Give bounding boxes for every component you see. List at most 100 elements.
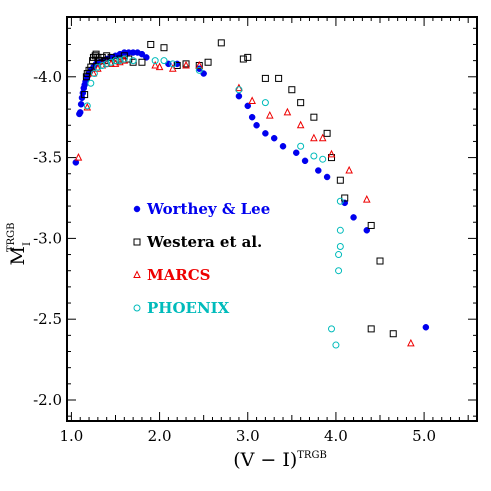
data-point (103, 60, 111, 68)
legend-item: Worthey & Lee (133, 200, 270, 218)
data-point (350, 214, 357, 221)
data-point (323, 129, 331, 137)
series-1 (81, 39, 397, 338)
data-point (94, 63, 102, 71)
y-tick-label: -2.0 (33, 391, 62, 409)
data-point (292, 149, 300, 156)
data-point (169, 60, 177, 68)
data-point (253, 122, 260, 129)
data-point (235, 86, 243, 94)
data-point (345, 165, 353, 174)
data-point (336, 197, 344, 205)
data-point (327, 149, 336, 158)
data-point (275, 74, 283, 82)
data-point (323, 173, 331, 181)
data-point (98, 61, 106, 69)
data-point (328, 325, 336, 333)
data-point (248, 96, 256, 105)
data-point (283, 107, 292, 116)
chart-marks (72, 39, 430, 349)
data-point (147, 40, 155, 48)
y-tick-label: -2.5 (33, 310, 62, 328)
data-point (310, 113, 318, 121)
data-point (129, 57, 137, 65)
data-point (262, 130, 269, 137)
data-point (336, 176, 344, 184)
data-point (160, 44, 168, 52)
data-point (332, 341, 340, 349)
data-point (217, 39, 225, 47)
data-point (116, 57, 124, 65)
y-tick-label: -3.5 (33, 149, 62, 167)
data-point (107, 58, 115, 66)
data-point (151, 57, 159, 65)
data-point (120, 55, 128, 63)
y-tick-label: -4.0 (33, 68, 62, 86)
data-point (310, 133, 318, 142)
data-point (168, 64, 177, 72)
data-point (319, 155, 327, 163)
data-point (301, 157, 309, 165)
data-point (297, 99, 305, 107)
data-point (239, 55, 247, 63)
data-point (160, 57, 168, 65)
x-tick-label: 2.0 (148, 427, 172, 445)
plot-frame (66, 16, 478, 422)
data-point (235, 83, 243, 92)
data-point (279, 143, 287, 150)
data-point (328, 154, 336, 162)
legend-marker (133, 238, 141, 246)
data-point (341, 194, 349, 202)
data-point (138, 58, 146, 66)
data-point (407, 338, 415, 347)
data-point (138, 50, 146, 58)
series-0 (72, 49, 430, 331)
data-point (182, 60, 190, 69)
data-point (195, 60, 204, 69)
legend-item: PHOENIX (133, 299, 230, 317)
data-point (315, 167, 322, 174)
data-point (335, 251, 343, 259)
data-point (195, 66, 203, 74)
x-axis-title: (V − I)TRGB (233, 449, 327, 471)
legend: Worthey & Lee Westera et al. MARCS PHOENIX (133, 200, 270, 317)
legend-item: Westera et al. (133, 233, 262, 251)
data-point (261, 99, 269, 107)
data-point (296, 120, 305, 129)
data-point (204, 58, 212, 66)
legend-marker (133, 205, 141, 213)
legend-item: MARCS (133, 266, 210, 284)
data-point (81, 91, 89, 99)
data-point (103, 52, 111, 60)
data-point (76, 109, 84, 116)
legend-marker (133, 304, 141, 312)
data-point (151, 60, 159, 69)
legend-label: Worthey & Lee (146, 200, 270, 218)
data-point (297, 142, 305, 150)
data-point (367, 325, 375, 333)
data-point (248, 113, 256, 121)
series-3 (83, 55, 344, 349)
data-point (261, 74, 269, 82)
data-point (155, 62, 164, 71)
data-point (87, 79, 95, 87)
data-point (111, 57, 119, 65)
legend-label: PHOENIX (147, 299, 230, 317)
data-point (270, 134, 278, 142)
data-point (235, 92, 243, 100)
data-point (376, 257, 384, 265)
data-point (288, 86, 296, 94)
legend-label: MARCS (147, 266, 210, 284)
data-point (318, 133, 327, 142)
data-point (336, 226, 344, 234)
data-point (74, 152, 83, 161)
data-point (265, 110, 274, 119)
x-tick-label: 4.0 (324, 427, 348, 445)
data-point (77, 101, 85, 108)
x-tick-label: 5.0 (412, 427, 436, 445)
y-tick-label: -3.0 (33, 229, 62, 247)
data-point (83, 102, 92, 111)
data-point (90, 70, 98, 78)
data-point (362, 194, 371, 203)
legend-marker (133, 270, 141, 278)
